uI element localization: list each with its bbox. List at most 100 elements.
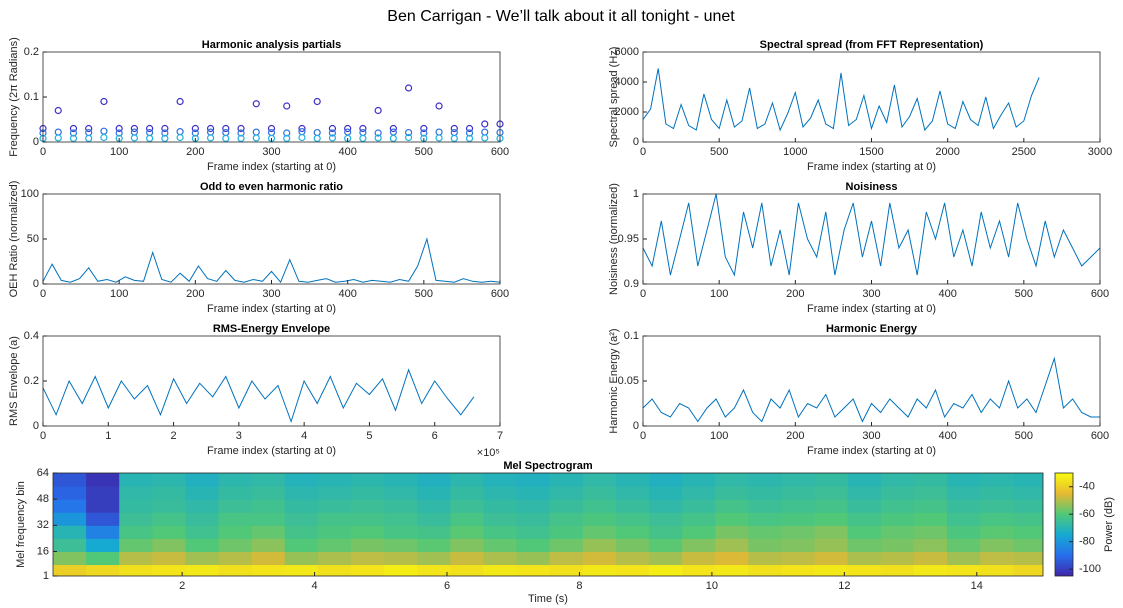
- x-tick-label: 500: [1015, 288, 1033, 300]
- colorbar-tick-label: -100: [1079, 563, 1101, 575]
- heatmap-cell: [483, 551, 518, 566]
- partial-point: [237, 129, 245, 137]
- axes-title: Spectral spread (from FFT Representation…: [760, 39, 984, 51]
- x-tick-label: 3000: [1088, 146, 1112, 158]
- heatmap-cell: [53, 564, 87, 576]
- x-tick-label: 400: [938, 430, 956, 442]
- heatmap-cell: [913, 551, 948, 566]
- colorbar-tick-label: -60: [1079, 508, 1095, 520]
- heatmap-cell: [218, 538, 253, 552]
- heatmap-cell: [417, 564, 451, 576]
- partial-point: [405, 133, 413, 142]
- heatmap-cell: [980, 512, 1014, 526]
- x-tick-label: 300: [262, 288, 280, 300]
- x-tick-label: 100: [710, 288, 728, 300]
- y-tick-label: 0: [33, 136, 39, 148]
- x-axis-label: Frame index (starting at 0): [807, 161, 936, 173]
- heatmap-cell: [251, 473, 286, 487]
- partial-point: [130, 124, 138, 133]
- heatmap-cell: [880, 551, 915, 566]
- x-axis-label: Frame index (starting at 0): [207, 445, 336, 457]
- heatmap-cell: [317, 512, 352, 526]
- partial-point: [176, 97, 184, 106]
- x-tick-label: 500: [415, 146, 433, 158]
- heatmap-cell: [185, 551, 220, 566]
- heatmap-cell: [152, 564, 186, 576]
- heatmap-cell: [350, 512, 385, 526]
- heatmap-cell: [218, 512, 253, 526]
- x-tick-label: 2: [171, 430, 177, 442]
- x-axis-label: Frame index (starting at 0): [207, 303, 336, 315]
- x-tick-label: 1000: [783, 146, 807, 158]
- heatmap-cell: [185, 564, 220, 576]
- heatmap-cell: [715, 564, 749, 576]
- partial-point: [374, 129, 382, 137]
- heatmap-cell: [218, 473, 253, 487]
- heatmap-cell: [980, 525, 1014, 539]
- heatmap-cell: [317, 538, 352, 552]
- heatmap-cell: [483, 512, 518, 526]
- heatmap-cell: [549, 499, 584, 513]
- partial-point: [405, 128, 413, 137]
- heatmap-cell: [53, 525, 87, 539]
- partial-point: [69, 124, 78, 133]
- heatmap-cell: [284, 499, 319, 513]
- heatmap-cell: [946, 564, 981, 576]
- y-axis-label: OEH Ratio (normalized): [8, 181, 20, 298]
- partial-point: [450, 134, 458, 142]
- heatmap-cell: [185, 499, 220, 513]
- partial-point: [252, 100, 260, 108]
- partial-point: [237, 134, 245, 142]
- heatmap-cell: [1013, 499, 1043, 513]
- heatmap-cell: [781, 564, 816, 576]
- partial-point: [115, 129, 123, 137]
- heatmap-cell: [615, 538, 650, 552]
- partial-point: [328, 124, 337, 133]
- partial-point: [420, 129, 428, 137]
- heatmap-cell: [450, 473, 484, 487]
- partial-point: [298, 124, 306, 133]
- heatmap-cell: [86, 473, 120, 487]
- heatmap-cell: [880, 525, 915, 539]
- heatmap-cell: [980, 538, 1014, 552]
- x-tick-label: 500: [710, 146, 728, 158]
- heatmap-cell: [748, 564, 782, 576]
- x-tick-label: 100: [710, 430, 728, 442]
- heatmap-cell: [582, 486, 617, 500]
- heatmap-cell: [284, 564, 319, 576]
- heatmap-cell: [648, 473, 683, 487]
- partial-point: [328, 129, 337, 137]
- partial-point: [374, 134, 382, 142]
- heatmap-cell: [582, 473, 617, 487]
- partial-point: [206, 134, 215, 142]
- axes-background: [43, 52, 500, 142]
- heatmap-cell: [251, 512, 286, 526]
- heatmap-cell: [748, 486, 782, 500]
- axes-background: [43, 336, 500, 426]
- heatmap-cell: [483, 564, 518, 576]
- heatmap-cell: [317, 486, 352, 500]
- y-tick-label: 0.2: [24, 46, 39, 58]
- x-tick-label: 500: [415, 288, 433, 300]
- x-tick-label: 2000: [935, 146, 959, 158]
- heatmap-cell: [549, 486, 584, 500]
- heatmap-cell: [53, 499, 87, 513]
- plot-area: [53, 473, 1043, 576]
- heatmap-cell: [814, 499, 849, 513]
- heatmap-cell: [86, 564, 120, 576]
- heatmap-cell: [781, 499, 816, 513]
- heatmap-cell: [284, 538, 319, 552]
- partial-point: [481, 134, 489, 142]
- heatmap-cell: [814, 486, 849, 500]
- x-axis-label: Frame index (starting at 0): [807, 303, 936, 315]
- partial-point: [344, 124, 352, 133]
- heatmap-cell: [317, 525, 352, 539]
- heatmap-cell: [86, 512, 120, 526]
- x-tick-label: 200: [786, 430, 804, 442]
- x-tick-label: 1: [105, 430, 111, 442]
- partial-point: [283, 102, 291, 110]
- partial-point: [130, 134, 138, 142]
- data-line: [642, 68, 1040, 132]
- heatmap-cell: [218, 564, 253, 576]
- partial-point: [420, 124, 428, 133]
